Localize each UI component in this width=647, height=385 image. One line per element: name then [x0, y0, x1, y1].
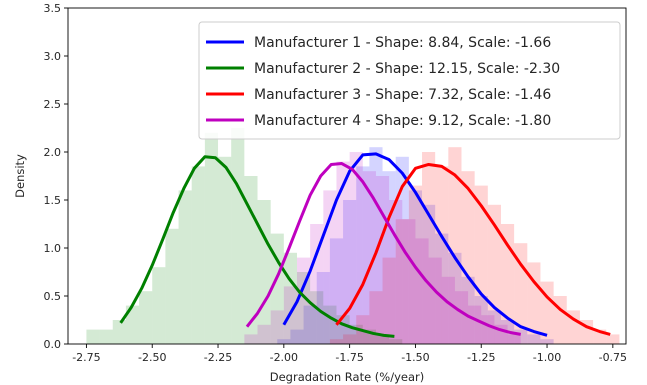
series-line: [335, 162, 611, 336]
x-tick-label: -2.25: [204, 351, 232, 364]
legend-label: Manufacturer 1 - Shape: 8.84, Scale: -1.…: [254, 35, 551, 51]
pdf-curves: [119, 152, 611, 338]
x-tick-label: -1.25: [467, 351, 495, 364]
legend-label: Manufacturer 3 - Shape: 7.32, Scale: -1.…: [254, 87, 551, 103]
histogram-bar: [204, 132, 219, 344]
histogram-bar: [474, 296, 488, 344]
histogram-bar: [428, 257, 442, 344]
histogram-bar: [231, 128, 245, 344]
series-line: [245, 162, 521, 336]
histogram-bar: [296, 272, 311, 344]
histogram-bar: [270, 310, 284, 344]
histogram-bar: [139, 291, 153, 344]
legend-box: [198, 21, 621, 140]
histogram-bar: [422, 152, 436, 344]
y-tick-label: 1.5: [44, 194, 62, 207]
histogram-bar: [540, 281, 554, 344]
y-tick-label: 3.0: [44, 50, 62, 63]
histogram-bar: [527, 262, 541, 344]
histogram-bar: [152, 267, 166, 344]
histogram-bar: [165, 228, 179, 344]
histogram-bar: [540, 339, 554, 344]
histogram-bar: [362, 171, 376, 344]
histogram-bar: [99, 329, 113, 344]
histogram-bar: [448, 147, 462, 344]
histogram-bar: [277, 339, 291, 344]
histogram-bar: [343, 334, 357, 344]
histogram-bar: [389, 200, 403, 344]
y-axis: 0.0 0.5 1.0 1.5 2.0 2.5 3.0 3.5: [44, 2, 68, 351]
histogram-bar: [527, 334, 541, 344]
histogram-bar: [191, 166, 205, 344]
histogram-bar: [507, 334, 521, 344]
histogram-bar: [369, 291, 383, 344]
histogram-bar: [382, 257, 396, 344]
histogram-bar: [86, 329, 100, 344]
x-tick-label: -1.50: [401, 351, 429, 364]
histogram-bar: [375, 176, 390, 344]
histogram-bar: [270, 233, 284, 344]
x-tick-label: -2.00: [270, 351, 298, 364]
histogram-bar: [125, 305, 140, 344]
histogram-bar: [422, 204, 436, 344]
legend-label: Manufacturer 2 - Shape: 12.15, Scale: -2…: [254, 61, 560, 77]
histogram-bar: [343, 200, 357, 344]
histogram-bar: [329, 339, 344, 344]
histogram-bar: [566, 310, 580, 344]
legend-label: Manufacturer 4 - Shape: 9.12, Scale: -1.…: [254, 113, 551, 129]
histogram-bar: [435, 233, 449, 344]
histogram-bar: [395, 156, 409, 344]
x-tick-label: -2.50: [138, 351, 166, 364]
x-tick-label: -1.75: [335, 351, 363, 364]
histogram-bar: [402, 219, 416, 344]
histogram-bar: [316, 272, 330, 344]
histogram-bar: [336, 161, 350, 344]
histogram-bar: [448, 252, 462, 344]
histogram-bar: [474, 185, 488, 344]
histogram-bar: [257, 200, 271, 344]
histogram-bar: [389, 339, 403, 344]
x-axis: -2.75 -2.50 -2.25 -2.00 -1.75 -1.50 -1.25 -1.00…: [72, 344, 627, 364]
y-tick-label: 1.0: [44, 242, 62, 255]
histogram-bar: [178, 190, 192, 344]
histogram-bar: [112, 320, 126, 344]
x-tick-label: -0.75: [599, 351, 627, 364]
y-tick-label: 0.0: [44, 338, 62, 351]
histogram-bar: [218, 156, 232, 344]
histogram-bar: [415, 238, 429, 344]
x-tick-label: -1.00: [533, 351, 561, 364]
x-tick-label: -2.75: [72, 351, 100, 364]
series-line: [282, 152, 548, 337]
histogram-bar: [303, 305, 317, 344]
histogram-bar: [290, 329, 304, 344]
histogram-bar: [375, 334, 390, 344]
legend: Manufacturer 1 - Shape: 8.84, Scale: -1.…: [198, 21, 621, 140]
histogram-bar: [244, 334, 258, 344]
y-tick-label: 0.5: [44, 290, 62, 303]
x-axis-label: Degradation Rate (%/year): [270, 370, 425, 384]
histogram-bar: [461, 276, 475, 344]
histogram-bar: [349, 152, 363, 344]
histogram-bar: [481, 315, 495, 344]
histogram-bar: [356, 166, 370, 344]
histogram-bar: [606, 334, 620, 344]
y-axis-label: Density: [13, 154, 27, 198]
histogram-bar: [310, 224, 324, 344]
histogram-bar: [468, 305, 482, 344]
histogram-bar: [257, 324, 271, 344]
plot-frame: [67, 7, 627, 345]
series-line: [119, 155, 395, 338]
y-tick-label: 3.5: [44, 2, 62, 15]
histogram-bar: [441, 276, 455, 344]
y-tick-label: 2.5: [44, 98, 62, 111]
histogram-bar: [382, 171, 396, 344]
histogram-bar: [461, 171, 475, 344]
y-tick-label: 2.0: [44, 146, 62, 159]
histogram-bar: [454, 291, 469, 344]
